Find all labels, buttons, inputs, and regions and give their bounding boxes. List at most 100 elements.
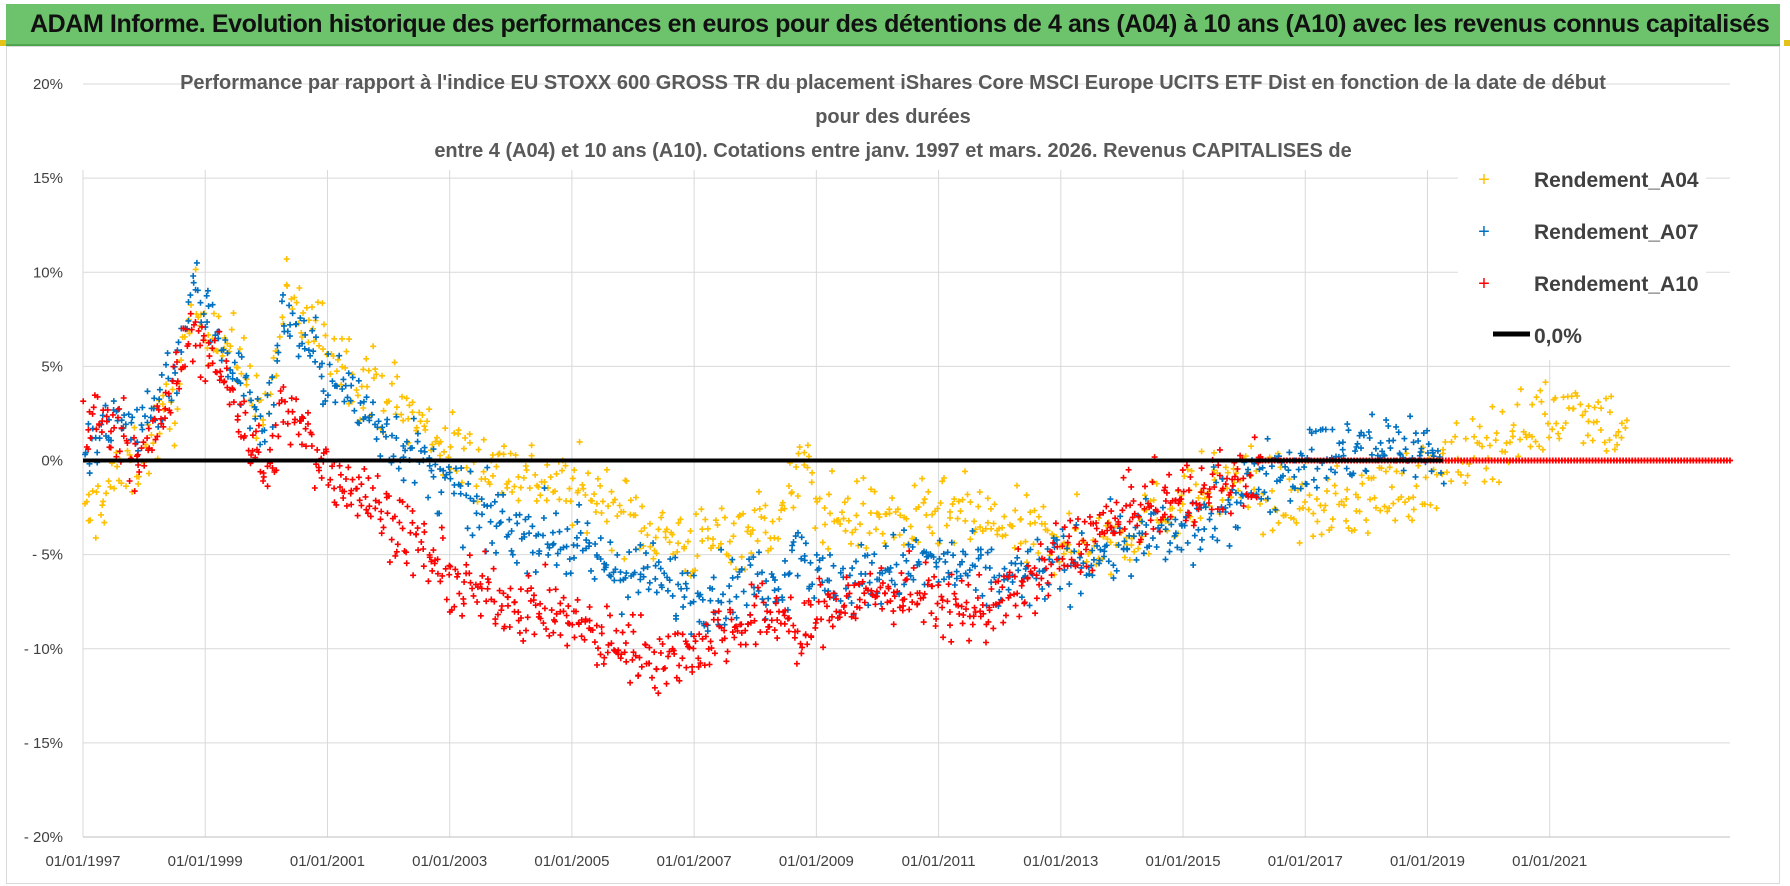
point-rendement_a04 [886, 506, 893, 513]
point-rendement_a10 [1211, 484, 1218, 491]
point-rendement_a10 [877, 584, 884, 591]
point-rendement_a07 [168, 397, 175, 404]
point-rendement_a04 [1514, 401, 1521, 408]
point-rendement_a10 [518, 615, 524, 621]
point-rendement_a10 [1072, 524, 1079, 531]
point-rendement_a07 [473, 510, 480, 517]
point-rendement_a07 [853, 558, 859, 565]
point-rendement_a10 [963, 599, 970, 606]
point-rendement_a10 [1050, 539, 1057, 546]
point-rendement_a10 [829, 623, 836, 630]
point-rendement_a04 [569, 475, 576, 482]
point-rendement_a07 [1103, 542, 1110, 549]
point-rendement_a07 [579, 547, 586, 554]
point-rendement_a04 [1483, 434, 1490, 441]
point-rendement_a10 [155, 406, 162, 413]
point-rendement_a10 [403, 560, 410, 567]
point-rendement_a10 [689, 663, 696, 670]
point-rendement_a10 [784, 615, 791, 622]
point-rendement_a04 [1390, 500, 1397, 507]
point-rendement_a04 [659, 509, 666, 516]
point-rendement_a04 [781, 505, 788, 512]
point-rendement_a04 [1248, 443, 1255, 450]
point-rendement_a10 [378, 508, 385, 515]
point-rendement_a07 [345, 370, 352, 377]
point-rendement_a04 [455, 427, 462, 434]
point-rendement_a04 [533, 497, 540, 504]
point-rendement_a07 [451, 490, 457, 497]
point-rendement_a10 [447, 563, 454, 570]
point-rendement_a04 [556, 496, 563, 503]
point-rendement_a07 [1053, 536, 1060, 543]
point-rendement_a10 [211, 337, 218, 344]
point-rendement_a07 [975, 555, 982, 562]
point-rendement_a07 [1258, 495, 1265, 502]
point-rendement_a04 [841, 499, 848, 506]
point-rendement_a07 [941, 576, 947, 583]
point-rendement_a04 [748, 550, 755, 557]
point-rendement_a10 [747, 619, 754, 626]
point-rendement_a10 [372, 497, 379, 504]
point-rendement_a07 [240, 392, 247, 399]
point-rendement_a07 [508, 528, 515, 534]
point-rendement_a04 [1359, 480, 1366, 487]
point-rendement_a04 [1345, 525, 1352, 532]
point-rendement_a04 [1448, 438, 1455, 445]
point-rendement_a07 [1264, 435, 1271, 442]
point-rendement_a07 [545, 551, 552, 558]
point-rendement_a04 [795, 450, 802, 457]
point-rendement_a07 [1308, 446, 1315, 453]
point-rendement_a07 [320, 401, 326, 408]
point-rendement_a10 [151, 415, 158, 422]
point-rendement_a10 [138, 445, 145, 452]
point-rendement_a07 [187, 292, 194, 299]
point-rendement_a07 [541, 485, 548, 492]
point-rendement_a04 [342, 364, 349, 371]
point-rendement_a10 [916, 590, 923, 596]
header-title: ADAM Informe. Evolution historique des p… [30, 10, 1770, 38]
point-rendement_a07 [891, 581, 898, 588]
point-rendement_a10 [852, 615, 859, 622]
point-rendement_a07 [254, 395, 261, 402]
point-rendement_a04 [852, 526, 859, 533]
point-rendement_a10 [690, 645, 697, 652]
point-rendement_a10 [391, 513, 398, 520]
point-rendement_a10 [131, 434, 137, 441]
point-rendement_a07 [393, 413, 400, 420]
point-rendement_a04 [762, 502, 769, 509]
point-rendement_a07 [733, 614, 740, 621]
point-rendement_a04 [234, 364, 241, 371]
point-rendement_a04 [1181, 473, 1188, 480]
point-rendement_a04 [379, 372, 385, 379]
point-rendement_a04 [1623, 417, 1630, 424]
point-rendement_a04 [1577, 401, 1584, 408]
point-rendement_a04 [1313, 496, 1320, 503]
point-rendement_a10 [1179, 467, 1186, 474]
point-rendement_a04 [801, 449, 808, 456]
point-rendement_a10 [738, 621, 745, 628]
point-rendement_a04 [761, 515, 768, 522]
point-rendement_a10 [1190, 522, 1197, 529]
point-rendement_a04 [475, 446, 482, 453]
point-rendement_a10 [1229, 482, 1236, 489]
point-rendement_a10 [1054, 543, 1061, 550]
point-rendement_a04 [897, 512, 904, 519]
point-rendement_a07 [644, 564, 651, 570]
point-rendement_a04 [754, 537, 761, 544]
point-rendement_a10 [1224, 475, 1230, 482]
point-rendement_a04 [522, 463, 529, 469]
point-rendement_a04 [1009, 523, 1016, 530]
point-rendement_a10 [1222, 481, 1229, 488]
point-rendement_a04 [790, 504, 797, 511]
point-rendement_a07 [678, 585, 685, 592]
point-rendement_a04 [775, 535, 782, 542]
point-rendement_a07 [1018, 560, 1025, 567]
point-rendement_a07 [792, 533, 799, 540]
point-rendement_a04 [496, 450, 503, 457]
point-rendement_a07 [1143, 522, 1150, 528]
point-rendement_a04 [224, 340, 231, 347]
point-rendement_a10 [249, 447, 256, 454]
point-rendement_a10 [891, 593, 898, 600]
point-rendement_a10 [540, 620, 547, 627]
point-rendement_a10 [1054, 556, 1060, 563]
